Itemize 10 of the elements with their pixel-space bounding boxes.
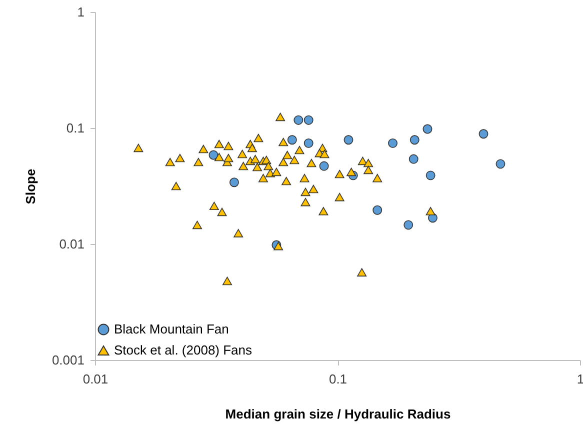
legend-label: Stock et al. (2008) Fans [114, 342, 253, 358]
y-tick-label: 1 [77, 4, 84, 20]
x-tick-label: 0.1 [328, 372, 348, 386]
y-axis-title: Slope [22, 168, 38, 204]
legend-label: Black Mountain Fan [114, 322, 229, 336]
y-tick-label: 0.01 [59, 236, 84, 252]
y-tick-label: 0.1 [66, 120, 84, 136]
y-tick-label: 0.001 [52, 352, 84, 368]
x-tick-label: 0.01 [82, 372, 108, 386]
x-axis-title: Median grain size / Hydraulic Radius [225, 406, 451, 422]
